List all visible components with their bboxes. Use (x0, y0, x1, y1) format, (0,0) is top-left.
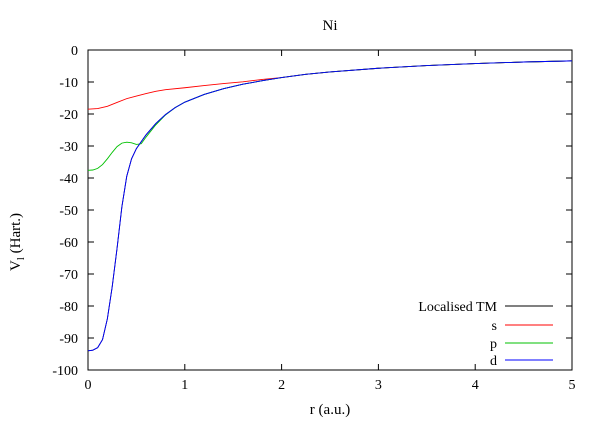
y-tick-label: -30 (59, 140, 78, 155)
y-axis-label: Vl (Hart.) (8, 213, 27, 271)
x-tick-label: 1 (181, 378, 188, 393)
series-line-s (87, 60, 573, 110)
axis-ticks: 0 1 2 3 4 5 0 -10 -20 -30 -40 -50 -60 -70 -80 -90 -100 (52, 44, 575, 393)
y-tick-label: -20 (59, 108, 78, 123)
plot-frame (87, 49, 573, 371)
x-tick-label: 5 (569, 378, 576, 393)
x-tick-label: 0 (85, 378, 92, 393)
legend-label: p (490, 337, 497, 352)
y-axis-label-subscript: l (15, 257, 27, 260)
series-layer (87, 60, 573, 352)
y-axis-label-main: V (8, 260, 24, 271)
series-line-d (87, 60, 573, 352)
series-line-localised-tm (87, 60, 573, 352)
y-tick-label: 0 (71, 44, 78, 59)
y-axis-label-unit: (Hart.) (8, 213, 24, 257)
legend-label: Localised TM (418, 300, 497, 315)
svg-text:Vl (Hart.): Vl (Hart.) (8, 213, 27, 271)
x-axis-label: r (a.u.) (310, 402, 350, 418)
y-tick-label: -50 (59, 204, 78, 219)
y-tick-label: -100 (52, 364, 78, 379)
y-tick-label: -40 (59, 172, 78, 187)
series-line-p (87, 60, 573, 171)
y-tick-label: -10 (59, 76, 78, 91)
x-tick-label: 2 (278, 378, 285, 393)
x-tick-label: 3 (375, 378, 382, 393)
y-tick-label: -70 (59, 268, 78, 283)
legend: Localised TM spd (418, 300, 553, 369)
y-tick-label: -90 (59, 332, 78, 347)
chart-title: Ni (323, 18, 338, 34)
legend-label: s (492, 319, 497, 334)
plot-border (87, 49, 573, 371)
y-tick-label: -60 (59, 236, 78, 251)
x-tick-label: 4 (472, 378, 479, 393)
legend-label: d (490, 354, 497, 369)
y-tick-label: -80 (59, 300, 78, 315)
